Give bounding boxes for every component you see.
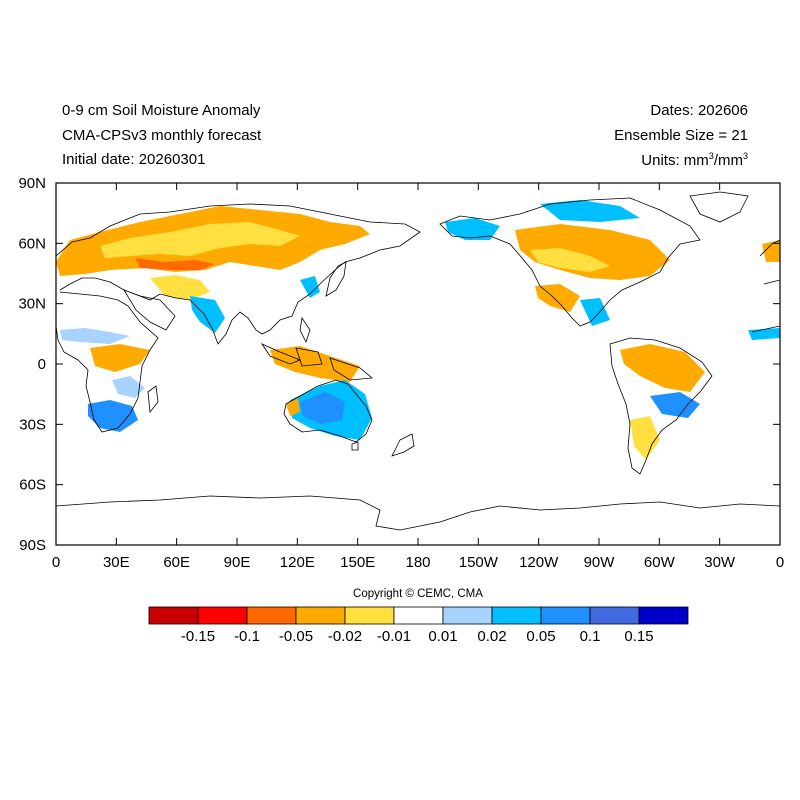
lon-label: 0 — [52, 554, 60, 571]
colorbar-swatch — [246, 606, 297, 625]
ensemble-size: Ensemble Size = 21 — [614, 127, 748, 144]
colorbar-label: -0.01 — [377, 628, 411, 645]
initial-date: Initial date: 20260301 — [62, 151, 206, 168]
colorbar-swatch — [197, 606, 248, 625]
units-sup-2: 3 — [742, 151, 748, 161]
colorbar — [148, 606, 689, 625]
lat-label: 60S — [19, 477, 46, 494]
lat-label: 90N — [18, 175, 46, 192]
europe-west-dry — [762, 240, 780, 262]
colorbar-swatch — [589, 606, 640, 625]
alaska-wet — [445, 218, 500, 240]
lon-label: 150E — [340, 554, 375, 571]
maritime-coast — [260, 316, 373, 381]
colorbar-label: 0.02 — [477, 628, 506, 645]
axis-ticks — [55, 182, 781, 546]
lat-label: 30N — [18, 296, 46, 313]
colorbar-label: -0.1 — [234, 628, 260, 645]
arctic-canada-wet — [540, 200, 640, 222]
map-title: 0-9 cm Soil Moisture Anomaly — [62, 102, 261, 119]
colorbar-swatch — [295, 606, 346, 625]
madagascar-coast — [147, 385, 159, 414]
lon-label: 120W — [519, 554, 559, 571]
lat-label: 30S — [19, 416, 46, 433]
colorbar-label: 0.01 — [428, 628, 457, 645]
colorbar-label: -0.15 — [181, 628, 215, 645]
central-asia-dry — [150, 275, 210, 300]
colorbar-label: 0.15 — [624, 628, 653, 645]
colorbar-swatch — [540, 606, 591, 625]
coastlines — [56, 191, 780, 531]
units-sup-1: 3 — [708, 151, 714, 161]
lon-label: 90E — [224, 554, 251, 571]
east-africa-wet — [112, 376, 145, 398]
units-mid: /mm — [713, 152, 743, 169]
colorbar-label: -0.02 — [328, 628, 362, 645]
model-subtitle: CMA-CPSv3 monthly forecast — [62, 127, 262, 144]
lon-label: 180 — [405, 554, 430, 571]
lon-label: 60W — [644, 554, 676, 571]
antarctica-coast — [56, 495, 780, 531]
sahel-wet-light — [60, 328, 130, 344]
colorbar-swatch — [148, 606, 199, 625]
eurasia-coast — [56, 203, 421, 345]
arabia-coast — [123, 289, 176, 331]
forecast-dates: Dates: 202606 — [650, 102, 748, 119]
lon-label: 150W — [459, 554, 499, 571]
colorbar-swatch — [393, 606, 444, 625]
new-zealand-coast — [391, 433, 415, 457]
anomaly-field — [56, 200, 780, 460]
colorbar-swatch — [442, 606, 493, 625]
lon-label: 90W — [584, 554, 616, 571]
colorbar-label: 0.05 — [526, 628, 555, 645]
west-australia-dry — [286, 398, 300, 416]
lon-label: 120E — [280, 554, 315, 571]
lon-label: 30W — [704, 554, 736, 571]
colorbar-swatch — [344, 606, 395, 625]
south-america-dry — [620, 344, 705, 392]
east-asia-wet — [300, 276, 320, 298]
lon-label: 60E — [163, 554, 190, 571]
lat-label: 90S — [19, 537, 46, 554]
lon-label: 0 — [776, 554, 784, 571]
usa-southwest-dry — [535, 284, 580, 312]
australia-coast — [283, 379, 373, 443]
colorbar-swatch — [491, 606, 542, 625]
russia-strong-dry — [135, 258, 215, 270]
europe-west-coast — [751, 239, 780, 333]
south-america-coast — [609, 337, 713, 475]
eurasia-mild-dry — [100, 222, 300, 258]
africa-coast — [56, 291, 159, 433]
units-prefix: Units: mm — [641, 152, 709, 169]
axis-tick-labels: 90N 60N 30N 0 30S 60S 90S 0 30E 60E 90E 120E 150E 180… — [18, 175, 784, 571]
tasmania-coast — [351, 441, 359, 451]
greenland-coast — [689, 191, 749, 223]
colorbar-swatch — [638, 606, 689, 625]
lon-label: 30E — [103, 554, 130, 571]
patagonia-mild-dry — [630, 416, 660, 460]
australia-strong-wet — [300, 392, 345, 424]
copyright-notice: Copyright © CEMC, CMA — [353, 588, 483, 600]
india-wet — [190, 296, 225, 333]
units-label: Units: mm3/mm3 — [641, 151, 748, 169]
southern-africa-wet — [88, 400, 138, 432]
lat-label: 60N — [18, 235, 46, 252]
japan-coast — [325, 261, 347, 297]
canada-mild-dry — [530, 248, 610, 272]
brazil-wet — [650, 392, 700, 418]
lat-label: 0 — [38, 356, 46, 373]
north-america-coast — [439, 197, 701, 327]
colorbar-label: 0.1 — [580, 628, 601, 645]
central-africa-dry — [90, 344, 150, 372]
colorbar-labels: -0.15 -0.1 -0.05 -0.02 -0.01 0.01 0.02 0.05 0.1 0… — [181, 628, 654, 645]
mexico-wet — [580, 298, 610, 326]
maritime-continent-dry — [270, 346, 360, 382]
colorbar-label: -0.05 — [279, 628, 313, 645]
